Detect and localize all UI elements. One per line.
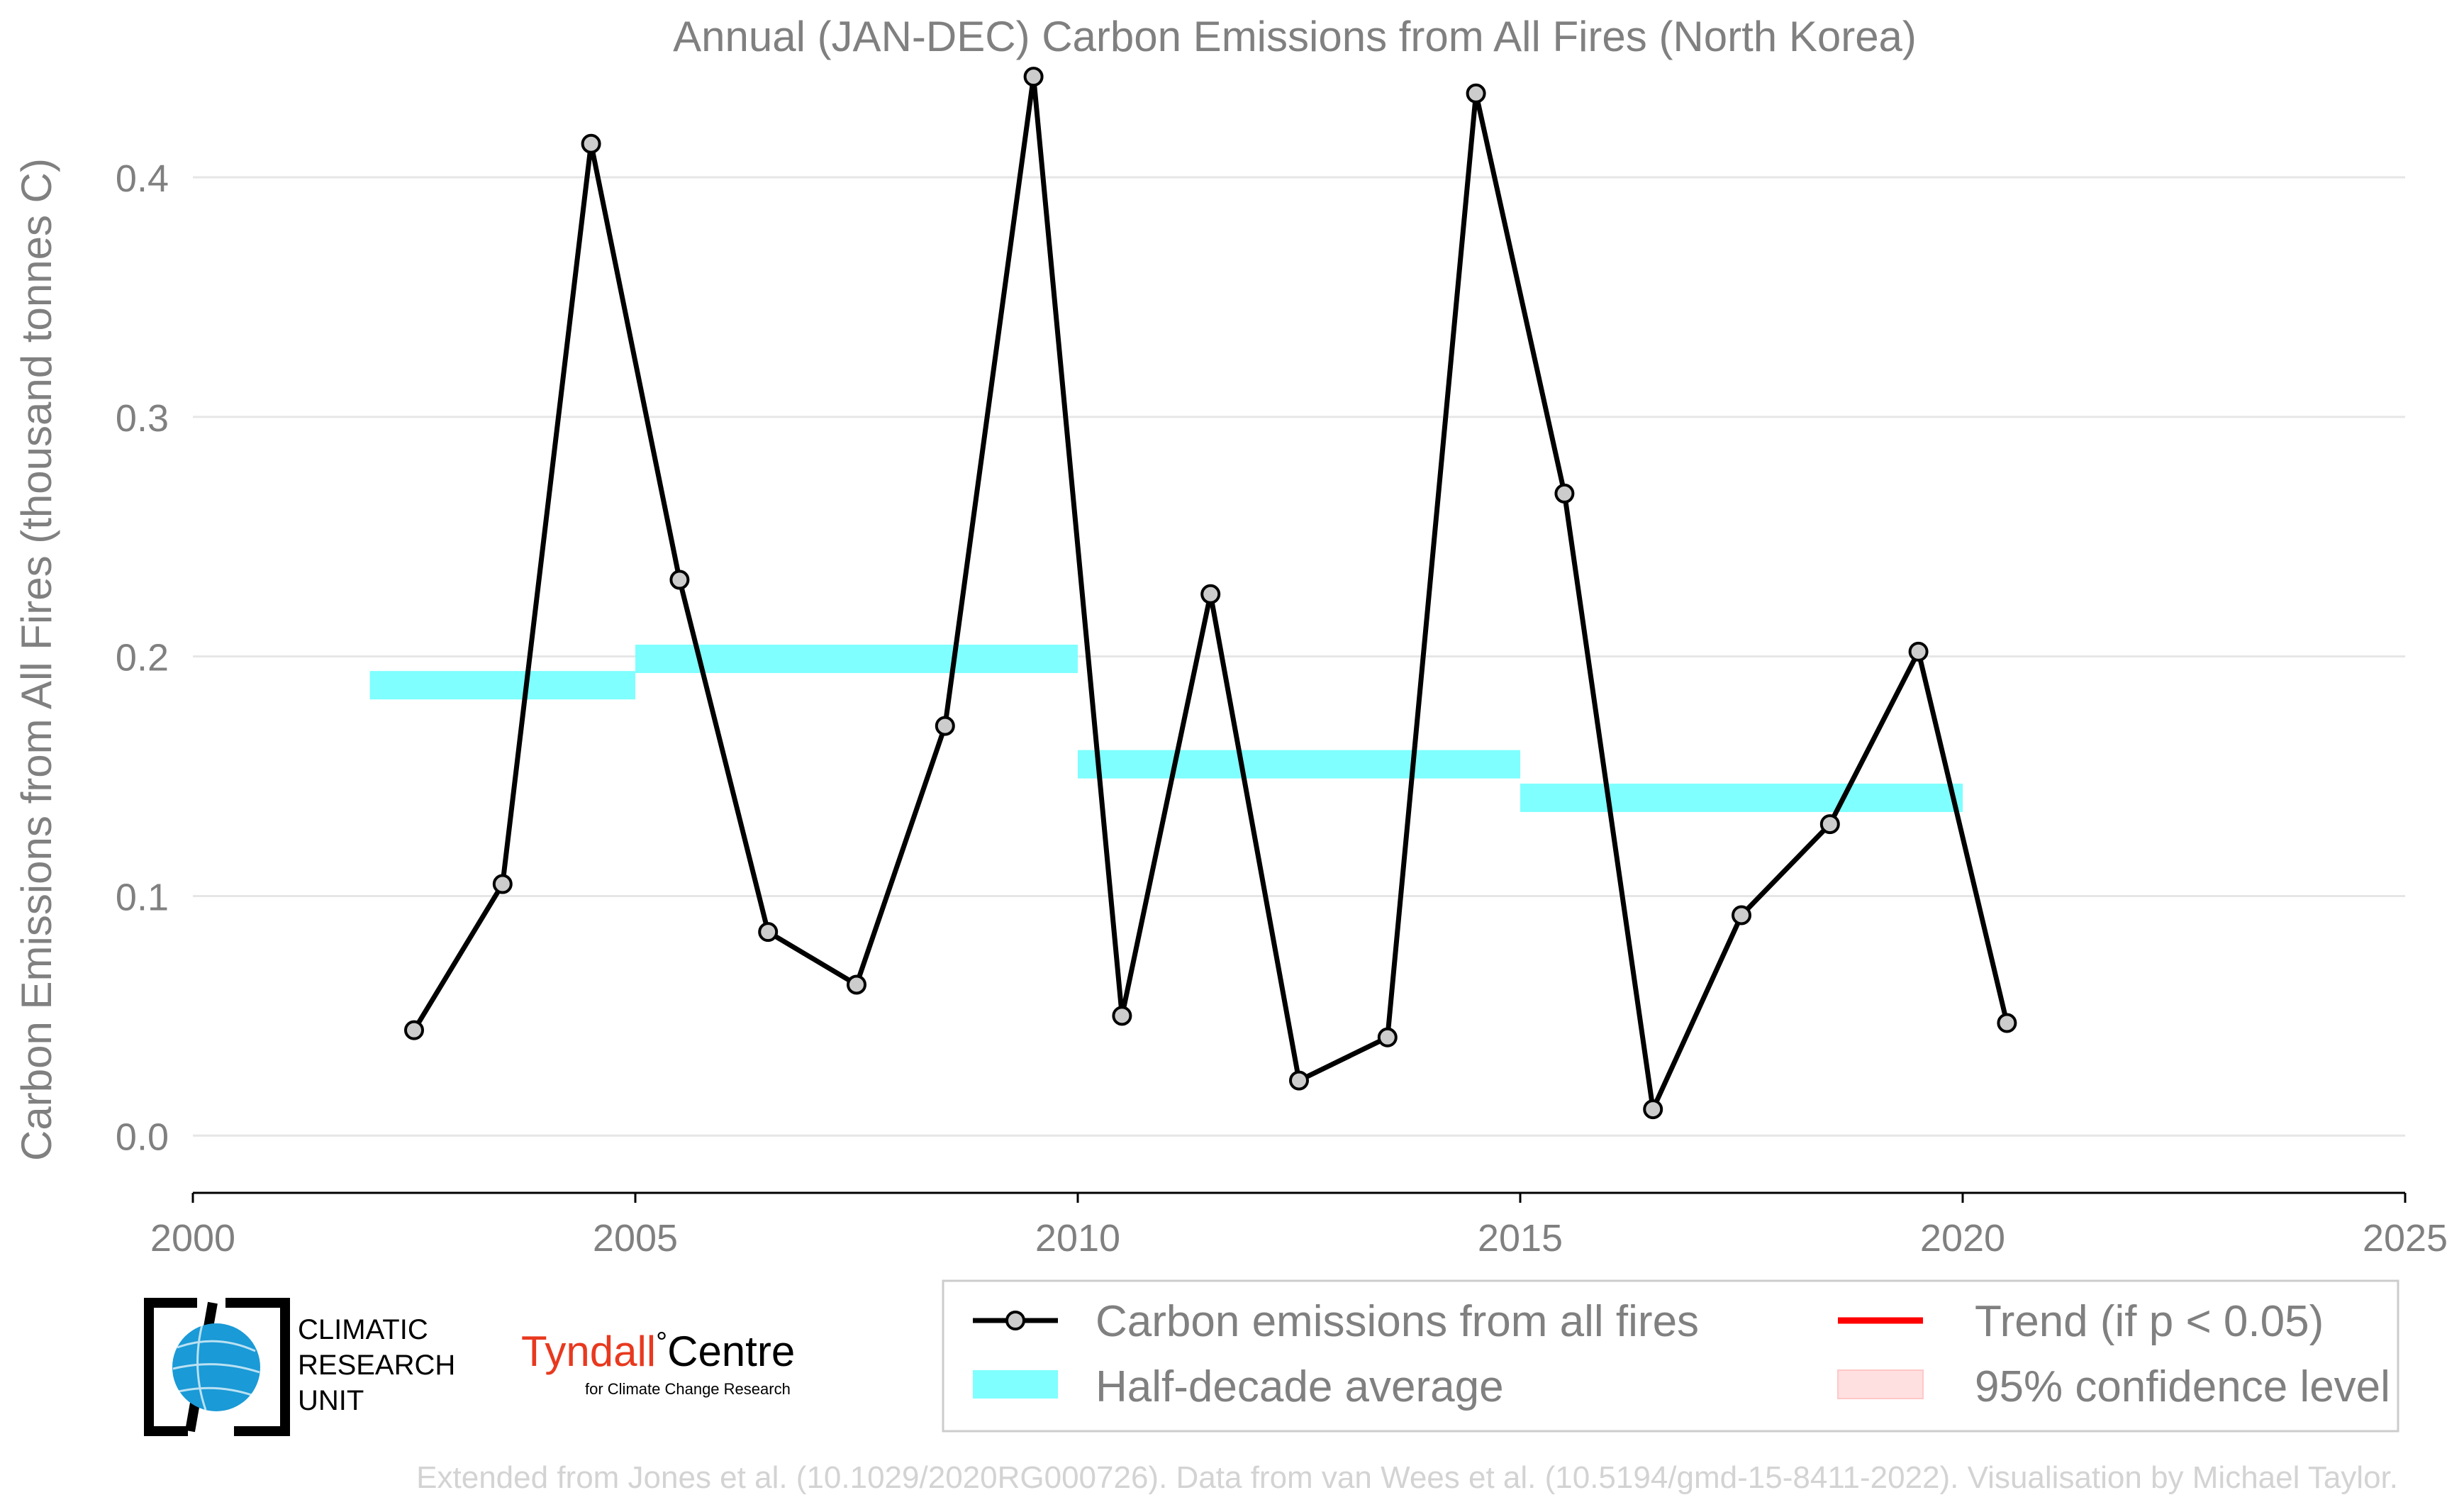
legend: Carbon emissions from all fires Trend (i…: [942, 1279, 2399, 1433]
data-point: [1732, 905, 1751, 925]
x-tick-label: 2000: [150, 1217, 235, 1260]
half-decade-average-bar: [1520, 783, 1963, 812]
y-tick-label: 0.4: [116, 157, 169, 200]
data-point: [935, 716, 955, 736]
cru-logo-line-2: RESEARCH: [298, 1350, 455, 1381]
legend-label-emissions: Carbon emissions from all fires: [1096, 1297, 1699, 1346]
data-point: [581, 133, 601, 154]
cru-logo: CLIMATIC RESEARCH UNIT: [144, 1298, 455, 1436]
tyndall-degree: °: [656, 1327, 667, 1358]
data-point: [758, 922, 779, 943]
globe-icon: [172, 1323, 260, 1411]
y-axis-ticks: 0.0 0.1 0.2 0.3 0.4: [116, 157, 169, 1158]
legend-swatch-confidence: [1837, 1369, 1924, 1399]
data-point: [847, 974, 866, 995]
data-point: [1643, 1099, 1663, 1120]
data-point: [1554, 483, 1575, 504]
data-point: [1819, 814, 1840, 835]
y-axis-label: Carbon Emissions from All Fires (thousan…: [13, 158, 60, 1161]
half-decade-average-bar: [635, 645, 1078, 674]
y-tick-label: 0.2: [116, 637, 169, 679]
data-point: [669, 569, 690, 590]
x-tick-label: 2020: [1920, 1217, 2005, 1260]
half-decade-average-bars: [369, 645, 1963, 812]
y-tick-label: 0.3: [116, 397, 169, 440]
legend-label-average: Half-decade average: [1096, 1362, 1504, 1411]
gridlines: [193, 176, 2405, 1137]
x-axis: 2000 2005 2010 2015 2020 2025: [150, 1191, 2448, 1260]
legend-frame: [942, 1279, 2399, 1433]
credit-line: Extended from Jones et al. (10.1029/2020…: [416, 1460, 2398, 1495]
legend-swatch-marker: [1005, 1311, 1025, 1330]
x-tick-label: 2010: [1035, 1217, 1120, 1260]
globe-lines-icon: [172, 1324, 260, 1411]
tyndall-wordmark: Tyndall°Centre: [521, 1327, 795, 1375]
data-point: [492, 874, 513, 894]
data-point: [1908, 641, 1929, 662]
data-point: [1466, 83, 1486, 104]
y-tick-label: 0.1: [116, 876, 169, 918]
half-decade-average-bar: [1078, 750, 1520, 779]
tyndall-centre: Centre: [667, 1328, 795, 1375]
cru-logo-line-3: UNIT: [298, 1385, 364, 1416]
data-point: [1200, 584, 1221, 604]
emissions-series: [404, 67, 2017, 1120]
legend-swatch-average: [973, 1370, 1058, 1399]
data-point: [404, 1020, 424, 1040]
data-point: [1289, 1070, 1309, 1091]
data-point: [1997, 1013, 2017, 1033]
legend-label-trend: Trend (if p < 0.05): [1975, 1297, 2324, 1346]
y-tick-label: 0.0: [116, 1116, 169, 1158]
x-tick-label: 2025: [2363, 1217, 2448, 1260]
tyndall-logo: Tyndall°Centre for Climate Change Resear…: [521, 1327, 795, 1398]
data-point: [1023, 67, 1044, 87]
x-tick-label: 2005: [593, 1217, 678, 1260]
x-tick-label: 2015: [1478, 1217, 1563, 1260]
chart-title: Annual (JAN-DEC) Carbon Emissions from A…: [673, 13, 1917, 60]
legend-label-confidence: 95% confidence level: [1975, 1362, 2390, 1411]
data-point: [1377, 1027, 1398, 1047]
half-decade-average-bar: [369, 671, 635, 700]
data-point: [1112, 1006, 1132, 1026]
cru-logo-line-1: CLIMATIC: [298, 1314, 428, 1345]
tyndall-tagline: for Climate Change Research: [585, 1380, 791, 1398]
tyndall-name: Tyndall: [521, 1328, 656, 1375]
